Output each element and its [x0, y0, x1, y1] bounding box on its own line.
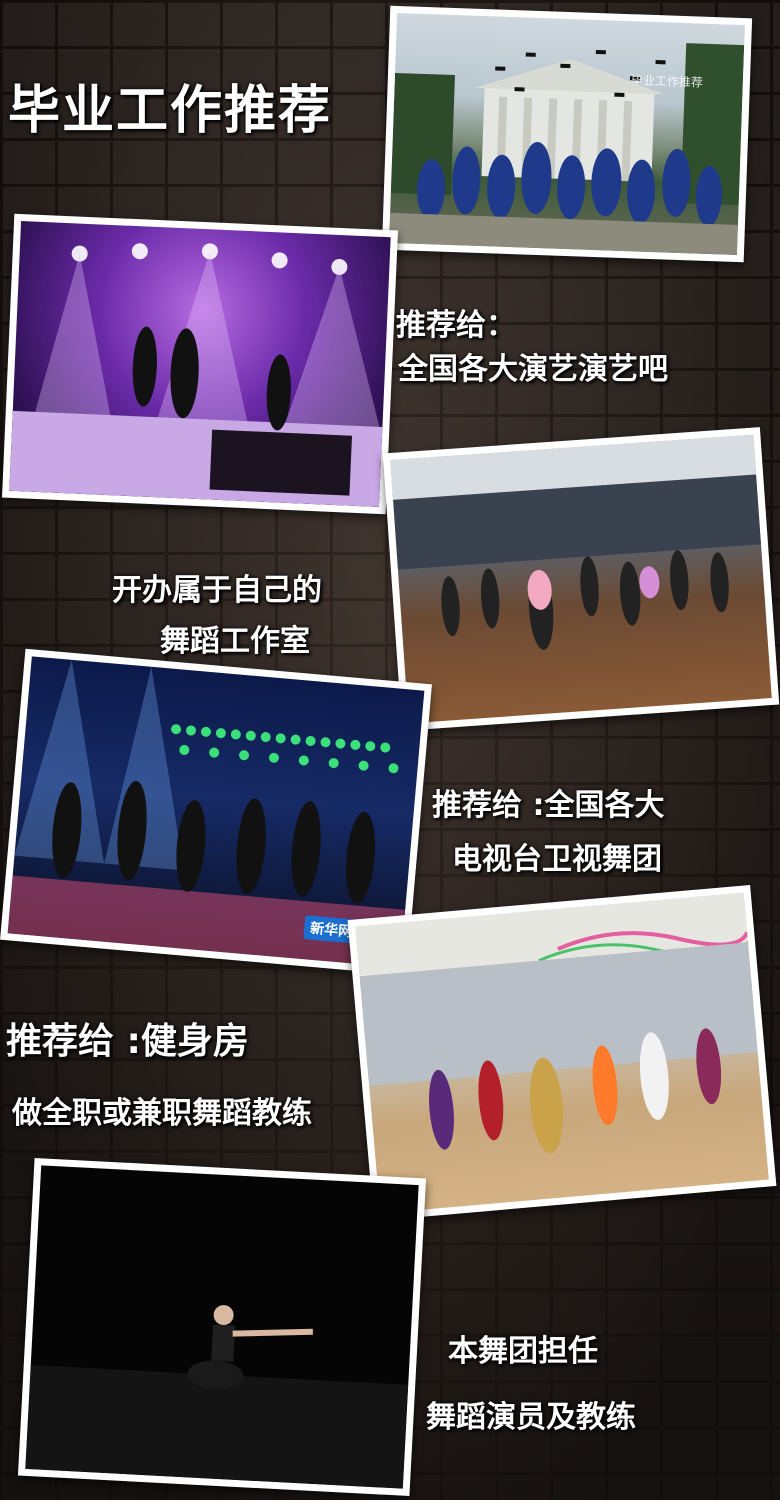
graduation-scene — [389, 43, 745, 256]
photo-tv-dance-troupe: 新华网 — [0, 648, 432, 976]
photo-watermark: 毕业工作推荐 — [630, 73, 704, 90]
caption-gym-line2: 做全职或兼职舞蹈教练 — [12, 1096, 312, 1131]
gym-scene — [355, 892, 758, 1154]
caption-studio-line2: 舞蹈工作室 — [160, 624, 310, 659]
photo-gym-class — [347, 884, 777, 1222]
photo-dance-studio — [382, 427, 780, 731]
solo-dancer-scene — [25, 1305, 409, 1489]
caption-solo-line2: 舞蹈演员及教练 — [426, 1400, 636, 1435]
caption-gym-line1: 推荐给 :健身房 — [6, 1021, 249, 1062]
photo-solo-dancer — [17, 1157, 427, 1497]
caption-studio-line1: 开办属于自己的 — [112, 573, 322, 608]
photo-stage-performance — [1, 213, 399, 515]
caption-tv-line2: 电视台卫视舞团 — [452, 842, 662, 877]
tv-stage-scene — [7, 659, 406, 968]
studio-scene — [390, 434, 762, 650]
page-title: 毕业工作推荐 — [8, 81, 333, 141]
caption-tv-line1: 推荐给 :全国各大 — [432, 788, 665, 823]
photo-graduation: 毕业工作推荐 — [381, 5, 753, 263]
stage-scene — [9, 243, 383, 507]
caption-solo-line1: 本舞团担任 — [448, 1334, 598, 1369]
caption-stage-line1: 推荐给： — [396, 308, 516, 343]
caption-stage-line2: 全国各大演艺演艺吧 — [398, 352, 668, 387]
